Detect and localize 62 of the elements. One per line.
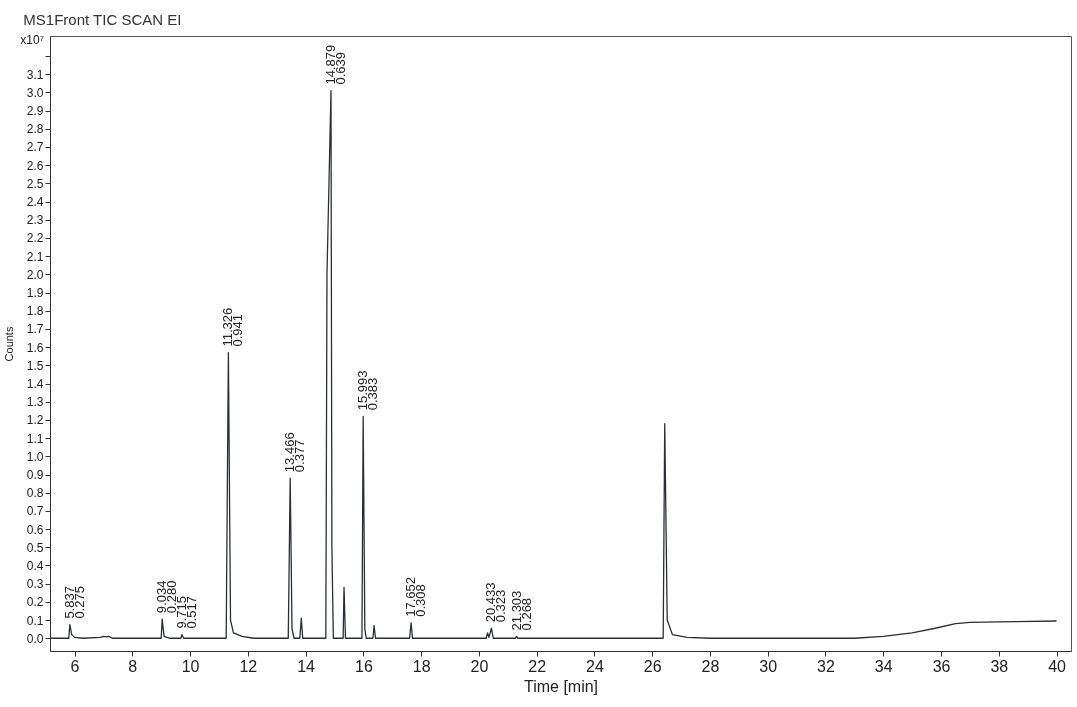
x-tick-label: 38 <box>990 657 1009 675</box>
x-tick-label: 18 <box>412 657 431 675</box>
y-tick-label: 2.7 <box>26 140 44 155</box>
y-tick-label: 0.0 <box>26 631 44 646</box>
annotation: 20.433 0.323 <box>483 582 509 623</box>
x-tick-label: 12 <box>239 657 258 675</box>
y-tick-label: 0.8 <box>26 486 44 501</box>
y-tick-label: 0.1 <box>26 613 44 628</box>
x-tick-label: 22 <box>528 657 547 675</box>
annotation: 15.993 0.383 <box>355 370 381 411</box>
y-tick-label: 2.9 <box>26 104 44 119</box>
x-tick-label: 32 <box>817 657 835 675</box>
y-tick-label: 3.1 <box>26 67 44 82</box>
y-tick-label: 2.6 <box>26 158 44 173</box>
x-tick-label: 14 <box>297 657 316 675</box>
y-tick-label: 0.2 <box>26 595 44 610</box>
x-tick-label: 6 <box>70 657 80 675</box>
y-tick-label: 1.7 <box>26 322 44 337</box>
x-tick-label: 34 <box>874 657 893 675</box>
annotation: 5.837 0.275 <box>61 586 87 619</box>
annotation: 21.303 0.268 <box>508 590 534 631</box>
x-tick-label: 20 <box>470 657 489 675</box>
x-tick-label: 24 <box>586 657 604 675</box>
y-tick-label: 1.5 <box>26 358 44 373</box>
x-tick-label: 16 <box>354 657 373 675</box>
annotation: 11.326 0.941 <box>220 307 246 347</box>
y-tick-label: 0.6 <box>26 522 44 537</box>
y-tick-label: 1.8 <box>26 304 44 319</box>
y-tick-label: 0.9 <box>26 468 44 483</box>
y-tick-label: 1.9 <box>26 286 44 301</box>
y-tick-label: 0.4 <box>26 558 44 573</box>
x-tick-label: 36 <box>932 657 951 675</box>
y-tick-label: 0.3 <box>26 577 44 592</box>
y-tick-label: 2.1 <box>26 249 44 264</box>
annotation: 14.879 0.639 <box>323 44 348 85</box>
y-tick-label: 2.4 <box>26 195 44 210</box>
x-tick-label: 28 <box>701 657 720 675</box>
y-tick-label: 2.2 <box>26 231 44 246</box>
y-tick-label: 0.7 <box>26 504 44 519</box>
y-tick-label: 1.2 <box>26 413 44 428</box>
annotation: 17.652 0.308 <box>403 577 429 617</box>
y-tick-label: 2.5 <box>26 176 44 191</box>
x-tick-label: 30 <box>759 657 778 675</box>
y-tick-label: 3.0 <box>26 85 44 100</box>
y-tick-label: 2.8 <box>26 122 44 137</box>
y-tick-label: 2.0 <box>26 267 44 282</box>
x-tick-label: 10 <box>181 657 200 675</box>
text: x10⁷ <box>20 33 44 47</box>
x-tick-label: 26 <box>643 657 662 675</box>
y-tick-label: 1.4 <box>26 377 44 392</box>
x-tick-label: 40 <box>1048 657 1067 675</box>
annotation: 13.466 0.377 <box>282 432 308 473</box>
y-tick-label: 1.6 <box>26 340 44 355</box>
y-tick-label: 1.0 <box>26 449 44 464</box>
y-tick-label: 0.5 <box>26 540 44 555</box>
y-tick-label: 1.3 <box>26 395 44 410</box>
x-tick-label: 8 <box>128 657 138 675</box>
y-tick-label: 2.3 <box>26 213 44 228</box>
chart-title: MS1Front TIC SCAN EI <box>23 11 182 28</box>
x-axis-title: Time [min] <box>523 677 599 695</box>
y-axis-title: Counts <box>2 326 15 362</box>
y-tick-label: 1.1 <box>26 431 44 446</box>
